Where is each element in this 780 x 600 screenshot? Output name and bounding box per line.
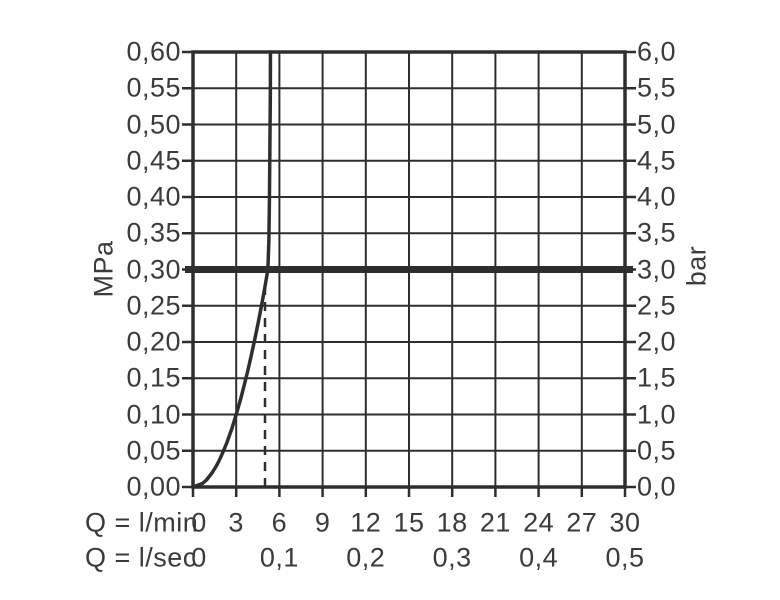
y-right-tick-label: 2,0: [637, 326, 677, 357]
y-right-tick-label: 6,0: [637, 36, 677, 67]
y-right-tick-label: 4,5: [637, 145, 677, 176]
y-left-tick-label: 0,60: [126, 36, 181, 67]
y-left-tick-label: 0,55: [126, 72, 181, 103]
y-right-tick-label: 1,5: [637, 362, 677, 393]
x-primary-tick-label: 0: [191, 507, 207, 538]
x-axis-secondary-unit-label: Q = l/sec: [85, 542, 197, 573]
y-axis-right-unit-label: bar: [681, 245, 712, 287]
flow-rate-curve: [191, 50, 273, 489]
x-secondary-tick-label: 0: [191, 542, 207, 573]
y-right-tick-label: 3,0: [637, 254, 677, 284]
y-left-tick-label: 0,25: [126, 290, 181, 321]
y-left-tick-label: 0,20: [126, 326, 181, 357]
x-axis-primary-unit-label: Q = l/min: [85, 507, 199, 538]
y-right-tick-label: 1,0: [637, 399, 677, 429]
y-left-tick-label: 0,45: [126, 145, 181, 176]
x-secondary-tick-label: 0,1: [259, 542, 299, 573]
y-right-tick-label: 3,5: [637, 217, 677, 248]
x-primary-tick-label: 3: [228, 507, 244, 538]
x-primary-tick-label: 21: [479, 507, 511, 538]
x-primary-tick-label: 24: [523, 507, 555, 538]
x-secondary-tick-label: 0,3: [432, 542, 472, 573]
y-left-tick-label: 0,40: [126, 181, 181, 212]
y-left-tick-label: 0,50: [126, 109, 181, 139]
x-secondary-tick-label: 0,4: [519, 542, 559, 573]
x-primary-tick-label: 9: [314, 507, 331, 538]
y-left-tick-label: 0,00: [126, 471, 181, 502]
y-right-tick-label: 4,0: [637, 181, 677, 212]
x-primary-tick-label: 12: [350, 507, 382, 538]
x-secondary-tick-label: 0,5: [605, 542, 645, 573]
y-right-tick-label: 0,5: [637, 435, 677, 466]
y-left-tick-label: 0,05: [126, 435, 181, 466]
x-secondary-tick-label: 0,2: [346, 542, 386, 573]
x-primary-tick-label: 18: [436, 507, 468, 538]
y-left-tick-label: 0,15: [126, 362, 181, 393]
y-right-tick-label: 5,0: [637, 109, 677, 139]
x-primary-tick-label: 30: [609, 507, 641, 538]
y-right-tick-label: 5,5: [637, 72, 677, 103]
y-left-tick-label: 0,10: [126, 399, 181, 429]
x-primary-tick-label: 6: [271, 507, 288, 538]
y-left-tick-label: 0,35: [126, 217, 181, 248]
y-right-tick-label: 2,5: [637, 290, 677, 321]
x-primary-tick-label: 15: [393, 507, 425, 538]
y-right-tick-label: 0,0: [637, 471, 677, 502]
x-primary-tick-label: 27: [566, 507, 598, 538]
y-left-tick-label: 0,30: [126, 254, 181, 284]
